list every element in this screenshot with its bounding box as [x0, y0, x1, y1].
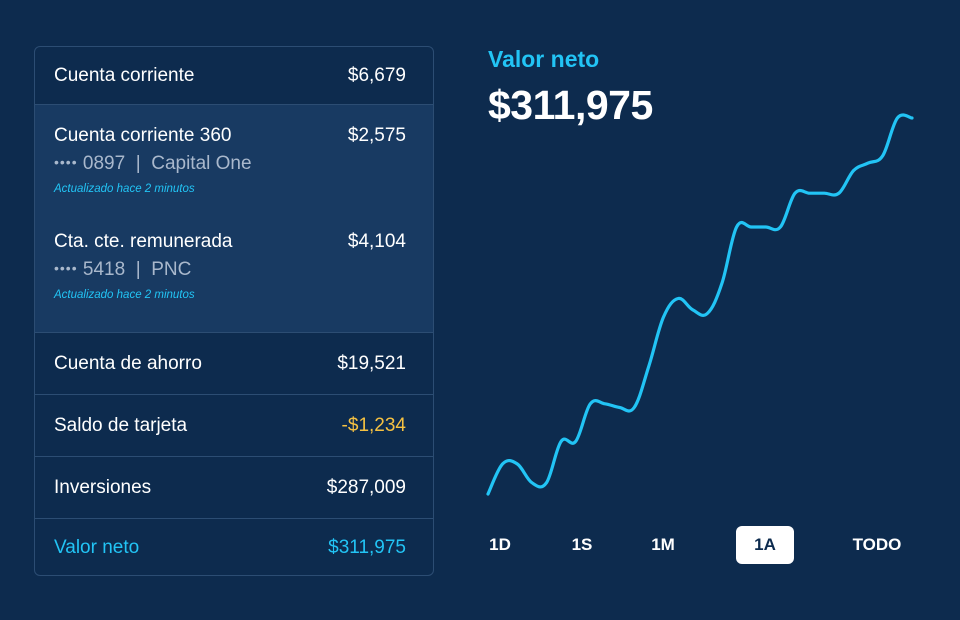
meta-separator: | — [135, 153, 141, 174]
masked-digits: •••• — [54, 154, 78, 170]
net-worth-total-label: Valor neto — [54, 537, 140, 558]
range-all-button[interactable]: TODO — [852, 535, 902, 554]
account-amount: $6,679 — [347, 64, 406, 86]
subaccount-name: Cuenta corriente 360 — [54, 125, 232, 146]
net-worth-total-amount: $311,975 — [328, 537, 406, 558]
subaccount-amount: $2,575 — [347, 125, 406, 146]
net-worth-total-row: Valor neto $311,975 — [35, 519, 433, 575]
account-name: Cuenta corriente — [54, 64, 195, 86]
range-1s-button[interactable]: 1S — [571, 535, 593, 554]
bank-name: Capital One — [151, 153, 252, 174]
account-name: Inversiones — [54, 476, 152, 498]
net-worth-series-line — [486, 113, 914, 496]
updated-timestamp: Actualizado hace 2 minutos — [54, 289, 195, 301]
subaccount-meta: •••• 5418 | PNC — [54, 259, 191, 281]
range-1a-button[interactable]: 1A — [736, 526, 794, 564]
subaccount-name: Cta. cte. remunerada — [54, 231, 233, 252]
net-worth-line-chart — [486, 113, 914, 496]
account-last4: 5418 — [82, 259, 126, 280]
subaccount-amount: $4,104 — [347, 231, 406, 252]
account-amount: $287,009 — [326, 476, 406, 498]
account-row-savings[interactable]: Cuenta de ahorro $19,521 — [35, 333, 433, 395]
account-amount-negative: -$1,234 — [341, 414, 406, 436]
net-worth-heading: Valor neto — [488, 46, 600, 72]
accounts-panel: Cuenta corriente $6,679 Cuenta corriente… — [34, 46, 434, 576]
account-row-card-balance[interactable]: Saldo de tarjeta -$1,234 — [35, 395, 433, 457]
checking-subaccounts: Cuenta corriente 360 $2,575 •••• 0897 | … — [35, 105, 433, 333]
subaccount-row-remunerada[interactable]: Cta. cte. remunerada $4,104 •••• 5418 | … — [35, 211, 433, 317]
meta-separator: | — [135, 259, 141, 280]
range-1d-button[interactable]: 1D — [489, 535, 511, 554]
account-row-checking[interactable]: Cuenta corriente $6,679 — [35, 47, 433, 105]
net-worth-value: $311,975 — [488, 82, 653, 128]
bank-name: PNC — [151, 259, 192, 280]
masked-digits: •••• — [54, 260, 78, 276]
account-name: Cuenta de ahorro — [54, 352, 202, 374]
time-range-selector: 1D 1S 1M 1A TODO — [470, 526, 930, 566]
account-amount: $19,521 — [337, 352, 406, 374]
updated-timestamp: Actualizado hace 2 minutos — [54, 183, 195, 195]
account-last4: 0897 — [82, 153, 126, 174]
subaccount-row-360[interactable]: Cuenta corriente 360 $2,575 •••• 0897 | … — [35, 105, 433, 211]
range-1m-button[interactable]: 1M — [651, 535, 675, 554]
account-name: Saldo de tarjeta — [54, 414, 188, 436]
account-row-investments[interactable]: Inversiones $287,009 — [35, 457, 433, 519]
subaccount-meta: •••• 0897 | Capital One — [54, 153, 252, 175]
